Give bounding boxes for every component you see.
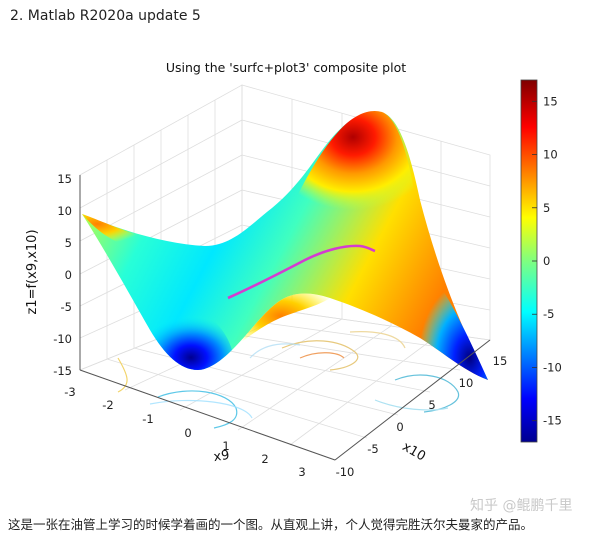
colorbar-tick-label: 10 — [543, 148, 558, 162]
caption-text: 这是一张在油管上学习的时候学着画的一个图。从直观上讲，个人觉得完胜沃尔夫曼家的产… — [8, 517, 534, 532]
x-tick-label: 3 — [298, 465, 305, 479]
y-tick-label: -5 — [367, 442, 378, 456]
x-tick-label: -1 — [142, 412, 153, 426]
plot3-line — [227, 244, 376, 300]
z-tick-label: 15 — [57, 172, 72, 186]
colorbar: 15 10 5 0 -5 -10 -15 — [520, 79, 562, 443]
chart-title: Using the 'surfc+plot3' composite plot — [166, 60, 406, 75]
z-tick-label: 5 — [65, 236, 72, 250]
y-tick-label: 10 — [459, 376, 474, 390]
colorbar-tick-label: -5 — [543, 307, 554, 321]
z-tick-label: -10 — [53, 332, 72, 346]
x-tick-label: -3 — [64, 385, 75, 399]
figure-canvas: Using the 'surfc+plot3' composite plot — [0, 40, 600, 514]
x-tick-label: 1 — [222, 439, 229, 453]
surface-mesh — [82, 110, 488, 380]
z-axis-label: z1=f(x9,x10) — [25, 229, 40, 314]
colorbar-tick-label: 15 — [543, 94, 558, 108]
z-axis-ticks: 15 10 5 0 -5 -10 -15 — [53, 172, 72, 378]
page-heading: 2. Matlab R2020a update 5 — [10, 8, 201, 24]
y-tick-label: 15 — [493, 354, 508, 368]
y-axis-label: x10 — [399, 439, 428, 464]
x-axis-label: x9 — [213, 448, 231, 465]
x-axis-ticks: -3 -2 -1 0 1 2 3 — [64, 385, 305, 479]
z-tick-label: -5 — [61, 300, 72, 314]
y-tick-label: 5 — [428, 398, 435, 412]
y-tick-label: -10 — [336, 465, 355, 479]
x-tick-label: 2 — [261, 452, 268, 466]
watermark: 知乎 @鲲鹏千里 — [470, 498, 573, 514]
surface-plot: Using the 'surfc+plot3' composite plot — [25, 60, 562, 479]
colorbar-tick-label: 0 — [543, 254, 550, 268]
z-tick-label: 0 — [65, 268, 72, 282]
colorbar-tick-label: -10 — [543, 360, 562, 374]
x-tick-label: 0 — [184, 426, 191, 440]
colorbar-tick-label: -15 — [543, 414, 562, 428]
y-axis-ticks: -10 -5 0 5 10 15 — [336, 354, 508, 479]
axes-lines — [79, 175, 491, 461]
base-contours — [117, 331, 460, 429]
colorbar-tick-label: 5 — [543, 201, 550, 215]
x-tick-label: -2 — [102, 398, 113, 412]
z-tick-label: -15 — [53, 364, 72, 378]
y-tick-label: 0 — [396, 420, 403, 434]
z-tick-label: 10 — [57, 204, 72, 218]
